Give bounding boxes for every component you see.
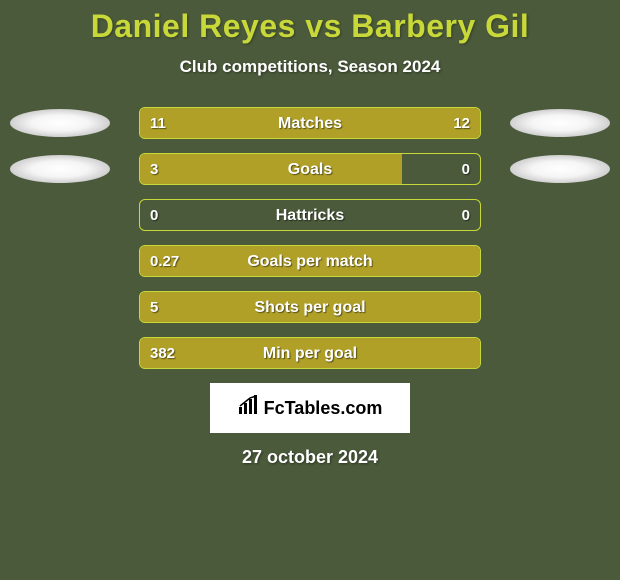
stat-row: 0 0Hattricks	[0, 199, 620, 231]
logo-box: FcTables.com	[210, 383, 410, 433]
value-left: 5	[150, 292, 158, 323]
stats-container: 1112Matches30Goals00Hattricks0.27Goals p…	[0, 107, 620, 369]
value-left: 0.27	[150, 246, 179, 277]
value-left: 382	[150, 338, 175, 369]
value-left: 11	[150, 108, 166, 139]
stat-track: 0.27Goals per match	[139, 245, 481, 277]
stat-row: 1112Matches	[0, 107, 620, 139]
stat-track: 0 0Hattricks	[139, 199, 481, 231]
stat-row: 382Min per goal	[0, 337, 620, 369]
value-left: 0	[150, 200, 158, 231]
date-text: 27 october 2024	[0, 447, 620, 468]
subtitle: Club competitions, Season 2024	[0, 57, 620, 77]
value-right: 12	[453, 108, 470, 139]
stat-track: 1112Matches	[139, 107, 481, 139]
page-title: Daniel Reyes vs Barbery Gil	[0, 0, 620, 45]
fill-left	[140, 338, 480, 368]
player-flag-right	[510, 109, 610, 137]
value-right: 0	[462, 154, 470, 185]
value-right: 0	[462, 200, 470, 231]
player-flag-right	[510, 155, 610, 183]
stat-track: 382Min per goal	[139, 337, 481, 369]
stat-track: 5Shots per goal	[139, 291, 481, 323]
fill-left	[140, 154, 402, 184]
value-left: 3	[150, 154, 158, 185]
stat-row: 5Shots per goal	[0, 291, 620, 323]
chart-icon	[238, 395, 260, 421]
fill-left	[140, 292, 480, 322]
logo-text: FcTables.com	[264, 398, 383, 419]
player-flag-left	[10, 109, 110, 137]
stat-track: 30Goals	[139, 153, 481, 185]
stat-row: 30Goals	[0, 153, 620, 185]
player-flag-left	[10, 155, 110, 183]
stat-row: 0.27Goals per match	[0, 245, 620, 277]
stat-label: Hattricks	[140, 200, 480, 231]
fill-left	[140, 246, 480, 276]
